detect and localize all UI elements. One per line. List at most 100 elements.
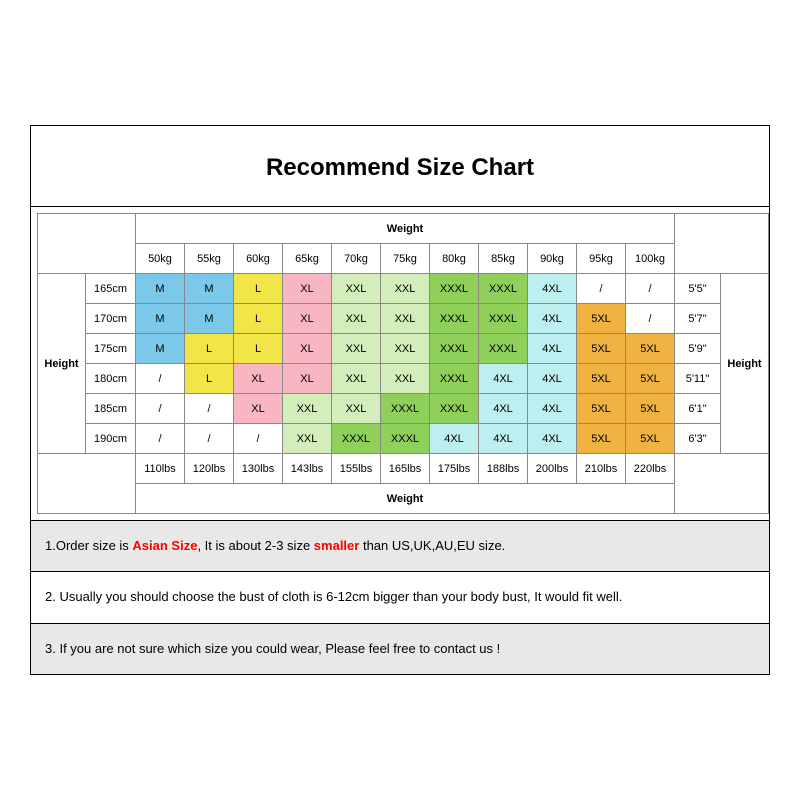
- note-red-smaller: smaller: [314, 538, 360, 553]
- weight-lbs-6: 175lbs: [430, 454, 479, 484]
- cell-4-0: /: [136, 394, 185, 424]
- height-ft-2: 5'9": [675, 334, 721, 364]
- weight-kg-1: 55kg: [185, 244, 234, 274]
- cell-0-10: /: [626, 274, 675, 304]
- cell-1-7: XXXL: [479, 304, 528, 334]
- cell-2-3: XL: [283, 334, 332, 364]
- cell-3-0: /: [136, 364, 185, 394]
- cell-5-10: 5XL: [626, 424, 675, 454]
- weight-header-bottom: Weight: [136, 484, 675, 514]
- cell-2-6: XXXL: [430, 334, 479, 364]
- note-red-asian-size: Asian Size: [132, 538, 197, 553]
- cell-1-5: XXL: [381, 304, 430, 334]
- cell-1-9: 5XL: [577, 304, 626, 334]
- cell-0-6: XXXL: [430, 274, 479, 304]
- weight-kg-10: 100kg: [626, 244, 675, 274]
- cell-5-7: 4XL: [479, 424, 528, 454]
- cell-1-3: XL: [283, 304, 332, 334]
- cell-0-7: XXXL: [479, 274, 528, 304]
- cell-2-10: 5XL: [626, 334, 675, 364]
- cell-3-6: XXXL: [430, 364, 479, 394]
- cell-4-1: /: [185, 394, 234, 424]
- weight-lbs-0: 110lbs: [136, 454, 185, 484]
- cell-2-1: L: [185, 334, 234, 364]
- cell-1-2: L: [234, 304, 283, 334]
- cell-5-4: XXXL: [332, 424, 381, 454]
- cell-5-6: 4XL: [430, 424, 479, 454]
- cell-0-8: 4XL: [528, 274, 577, 304]
- cell-2-5: XXL: [381, 334, 430, 364]
- cell-0-2: L: [234, 274, 283, 304]
- weight-lbs-3: 143lbs: [283, 454, 332, 484]
- weight-lbs-5: 165lbs: [381, 454, 430, 484]
- cell-1-6: XXXL: [430, 304, 479, 334]
- height-cm-4: 185cm: [86, 394, 136, 424]
- weight-lbs-1: 120lbs: [185, 454, 234, 484]
- height-cm-1: 170cm: [86, 304, 136, 334]
- cell-1-4: XXL: [332, 304, 381, 334]
- note-3: 3. If you are not sure which size you co…: [31, 624, 769, 674]
- cell-5-8: 4XL: [528, 424, 577, 454]
- cell-5-2: /: [234, 424, 283, 454]
- cell-3-5: XXL: [381, 364, 430, 394]
- cell-3-2: XL: [234, 364, 283, 394]
- cell-2-7: XXXL: [479, 334, 528, 364]
- cell-3-3: XL: [283, 364, 332, 394]
- cell-5-9: 5XL: [577, 424, 626, 454]
- cell-2-8: 4XL: [528, 334, 577, 364]
- cell-4-8: 4XL: [528, 394, 577, 424]
- cell-3-8: 4XL: [528, 364, 577, 394]
- height-ft-5: 6'3": [675, 424, 721, 454]
- weight-header-top: Weight: [136, 214, 675, 244]
- cell-5-3: XXL: [283, 424, 332, 454]
- cell-2-9: 5XL: [577, 334, 626, 364]
- weight-kg-4: 70kg: [332, 244, 381, 274]
- size-table: Weight50kg55kg60kg65kg70kg75kg80kg85kg90…: [37, 213, 769, 514]
- cell-0-9: /: [577, 274, 626, 304]
- weight-lbs-7: 188lbs: [479, 454, 528, 484]
- weight-kg-7: 85kg: [479, 244, 528, 274]
- cell-3-4: XXL: [332, 364, 381, 394]
- chart-wrap: Weight50kg55kg60kg65kg70kg75kg80kg85kg90…: [31, 207, 769, 521]
- height-cm-2: 175cm: [86, 334, 136, 364]
- weight-kg-6: 80kg: [430, 244, 479, 274]
- height-cm-5: 190cm: [86, 424, 136, 454]
- cell-1-1: M: [185, 304, 234, 334]
- cell-1-0: M: [136, 304, 185, 334]
- cell-0-5: XXL: [381, 274, 430, 304]
- weight-lbs-9: 210lbs: [577, 454, 626, 484]
- weight-lbs-2: 130lbs: [234, 454, 283, 484]
- cell-0-3: XL: [283, 274, 332, 304]
- cell-0-1: M: [185, 274, 234, 304]
- weight-kg-3: 65kg: [283, 244, 332, 274]
- height-ft-3: 5'11": [675, 364, 721, 394]
- title-row: Recommend Size Chart: [31, 126, 769, 207]
- cell-4-3: XXL: [283, 394, 332, 424]
- cell-1-8: 4XL: [528, 304, 577, 334]
- weight-kg-5: 75kg: [381, 244, 430, 274]
- weight-lbs-8: 200lbs: [528, 454, 577, 484]
- cell-5-5: XXXL: [381, 424, 430, 454]
- cell-4-9: 5XL: [577, 394, 626, 424]
- cell-4-4: XXL: [332, 394, 381, 424]
- height-cm-3: 180cm: [86, 364, 136, 394]
- height-label-right: Height: [721, 274, 769, 454]
- height-cm-0: 165cm: [86, 274, 136, 304]
- cell-2-0: M: [136, 334, 185, 364]
- size-chart-container: Recommend Size Chart Weight50kg55kg60kg6…: [30, 125, 770, 675]
- height-ft-4: 6'1": [675, 394, 721, 424]
- note-2: 2. Usually you should choose the bust of…: [31, 572, 769, 623]
- weight-lbs-4: 155lbs: [332, 454, 381, 484]
- cell-3-9: 5XL: [577, 364, 626, 394]
- weight-kg-9: 95kg: [577, 244, 626, 274]
- cell-0-0: M: [136, 274, 185, 304]
- cell-3-10: 5XL: [626, 364, 675, 394]
- height-ft-1: 5'7": [675, 304, 721, 334]
- weight-kg-0: 50kg: [136, 244, 185, 274]
- cell-4-5: XXXL: [381, 394, 430, 424]
- weight-kg-8: 90kg: [528, 244, 577, 274]
- weight-kg-2: 60kg: [234, 244, 283, 274]
- cell-4-6: XXXL: [430, 394, 479, 424]
- height-ft-0: 5'5": [675, 274, 721, 304]
- cell-3-7: 4XL: [479, 364, 528, 394]
